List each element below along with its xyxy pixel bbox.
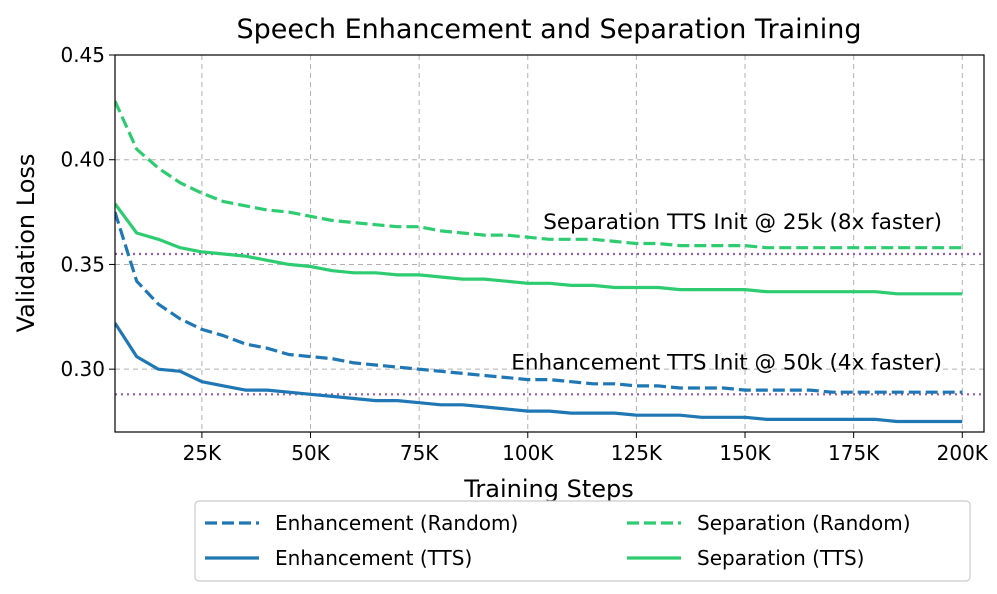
- y-axis-title: Validation Loss: [12, 154, 40, 333]
- legend-label: Enhancement (Random): [275, 511, 518, 535]
- x-tick-label: 75K: [400, 441, 439, 465]
- chart-title: Speech Enhancement and Separation Traini…: [237, 14, 862, 45]
- x-tick-label: 150K: [719, 441, 771, 465]
- reference-line-annotation: Enhancement TTS Init @ 50k (4x faster): [511, 350, 942, 375]
- x-tick-label: 200K: [937, 441, 989, 465]
- plot-frame: [114, 54, 985, 433]
- x-tick-label: 175K: [828, 441, 880, 465]
- grid-lines: [115, 54, 984, 432]
- legend-label: Enhancement (TTS): [275, 546, 472, 570]
- y-tick-label: 0.45: [60, 43, 105, 67]
- legend-frame: [194, 500, 971, 582]
- legend-label: Separation (Random): [697, 511, 911, 535]
- series-line: [115, 211, 963, 394]
- reference-line-annotation: Separation TTS Init @ 25k (8x faster): [543, 210, 942, 235]
- legend-label: Separation (TTS): [697, 546, 864, 570]
- series-group: [115, 100, 963, 424]
- x-tick-label: 125K: [611, 441, 663, 465]
- x-axis-ticks: 25K 50K 75K 100K 125K 150K 175K 200K: [183, 432, 989, 465]
- x-tick-label: 50K: [291, 441, 330, 465]
- y-tick-label: 0.35: [60, 252, 105, 276]
- x-axis-title: Training Steps: [463, 475, 633, 503]
- series-line: [115, 322, 963, 424]
- y-tick-label: 0.40: [60, 148, 105, 172]
- reference-lines: Separation TTS Init @ 25k (8x faster) Enh…: [115, 210, 984, 396]
- legend: Enhancement (Random) Separation (Random) E…: [194, 500, 971, 582]
- series-line: [115, 100, 963, 250]
- y-axis-ticks: 0.30 0.35 0.40 0.45: [60, 43, 115, 381]
- x-tick-label: 25K: [183, 441, 222, 465]
- series-line: [115, 202, 963, 296]
- y-tick-label: 0.30: [60, 357, 105, 381]
- x-tick-label: 100K: [502, 441, 554, 465]
